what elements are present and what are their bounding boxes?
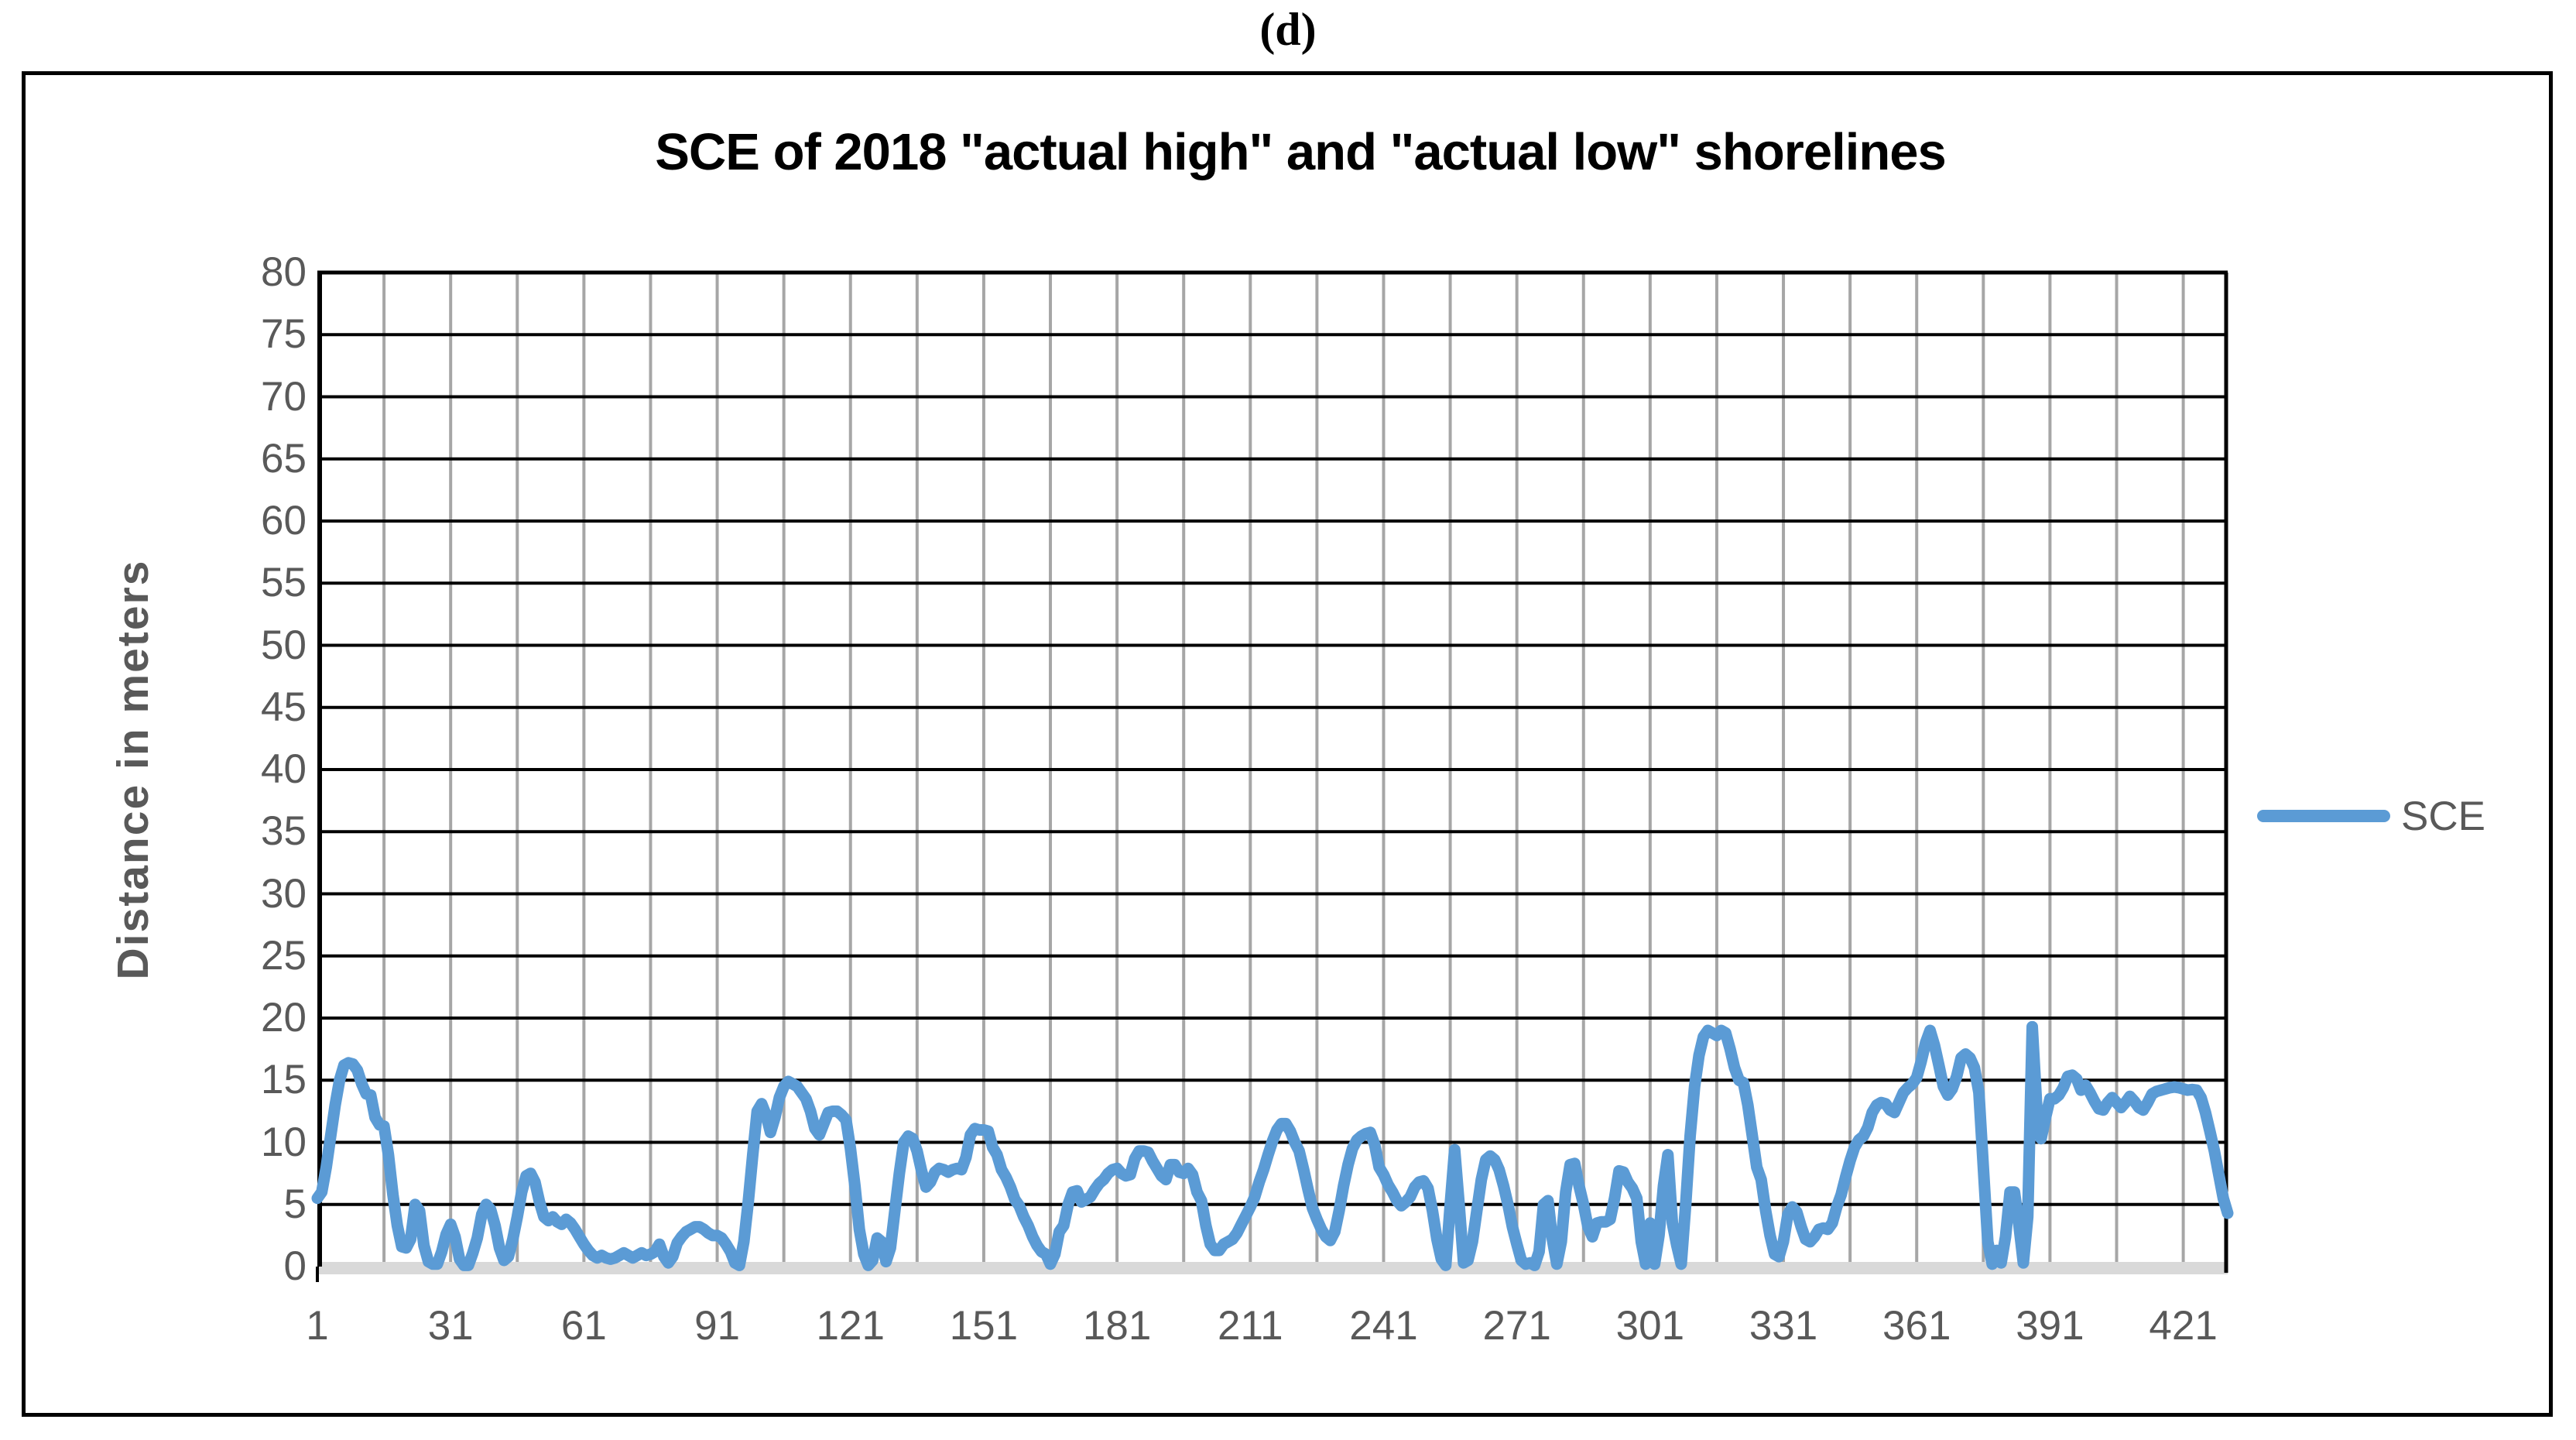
y-tick-label: 5 [283, 1181, 307, 1227]
y-tick-label: 60 [261, 498, 307, 543]
y-tick-label: 35 [261, 808, 307, 855]
legend-series-label: SCE [2401, 793, 2485, 839]
plot-area [311, 270, 2234, 1282]
figure-panel-label: (d) [1259, 4, 1317, 55]
y-tick-label: 10 [261, 1119, 307, 1165]
x-tick-label: 61 [560, 1303, 607, 1349]
x-tick-label: 391 [2016, 1303, 2084, 1349]
x-tick-label: 331 [1749, 1303, 1818, 1349]
legend: SCE [2257, 788, 2485, 844]
legend-line-swatch-icon [2257, 810, 2390, 822]
sce-line-series [311, 1020, 2234, 1271]
y-tick-label: 50 [261, 622, 307, 668]
x-tick-label: 181 [1082, 1303, 1152, 1349]
x-tick-label: 361 [1882, 1303, 1951, 1349]
y-tick-label: 15 [261, 1057, 307, 1103]
y-tick-label: 40 [261, 746, 307, 792]
y-tick-label: 30 [261, 870, 307, 917]
x-tick-label: 151 [949, 1303, 1019, 1349]
x-tick-label: 421 [2149, 1303, 2218, 1349]
y-tick-label: 55 [261, 560, 307, 606]
x-tick-label: 121 [816, 1303, 885, 1349]
y-tick-label: 70 [261, 373, 307, 420]
x-axis-tick-labels: 1 31 61 91 121 151 181 211 241 271 301 331 361 391 421 [306, 1302, 2228, 1356]
y-tick-label: 75 [261, 311, 307, 358]
y-axis-tick-labels: 0 5 10 15 20 25 30 35 40 45 50 55 60 65 70 75 80 [0, 249, 307, 1289]
y-tick-label: 25 [261, 932, 307, 979]
y-tick-label: 45 [261, 684, 307, 730]
x-tick-label: 241 [1349, 1303, 1418, 1349]
x-tick-label: 271 [1482, 1303, 1551, 1349]
y-tick-label: 80 [261, 249, 307, 295]
x-tick-label: 211 [1218, 1303, 1283, 1349]
chart-frame [22, 71, 2553, 1417]
y-tick-label: 20 [261, 995, 307, 1041]
x-tick-label: 301 [1615, 1303, 1685, 1349]
x-tick-label: 91 [694, 1303, 741, 1349]
chart-title: SCE of 2018 "actual high" and "actual lo… [655, 123, 1947, 181]
y-tick-label: 65 [261, 435, 307, 482]
y-tick-label: 0 [283, 1243, 307, 1289]
x-tick-label: 1 [306, 1303, 329, 1349]
x-tick-label: 31 [427, 1303, 474, 1349]
